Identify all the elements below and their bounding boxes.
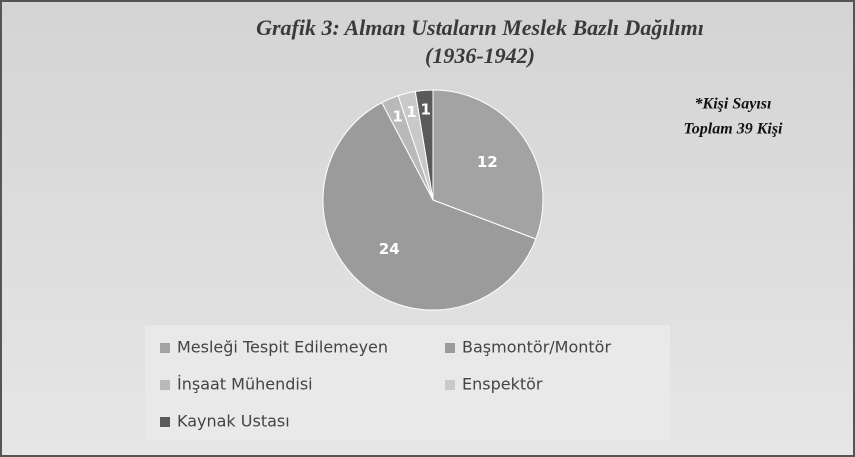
legend-swatch xyxy=(445,380,455,390)
data-label: 24 xyxy=(379,240,400,258)
legend-label: Başmontör/Montör xyxy=(462,338,611,357)
chart-title: Grafik 3: Alman Ustaların Meslek Bazlı D… xyxy=(256,15,704,40)
annotation: Toplam 39 Kişi xyxy=(684,121,784,138)
legend-swatch xyxy=(445,343,455,353)
pie-slice xyxy=(432,89,544,240)
legend-label: Kaynak Ustası xyxy=(177,412,290,431)
legend-swatch xyxy=(160,380,170,390)
data-label: 1 xyxy=(392,108,402,126)
chart-subtitle: (1936-1942) xyxy=(425,43,535,68)
legend-label: Enspektör xyxy=(462,375,543,394)
legend-swatch xyxy=(160,343,170,353)
data-label: 12 xyxy=(477,153,498,171)
pie-slice xyxy=(322,101,537,311)
data-label: 1 xyxy=(421,101,431,119)
legend-box xyxy=(145,325,670,440)
data-label: 1 xyxy=(406,103,416,121)
pie-slice xyxy=(414,89,434,201)
annotation: *Kişi Sayısı xyxy=(695,96,772,113)
legend-label: Mesleği Tespit Edilemeyen xyxy=(177,338,388,357)
legend-label: İnşaat Mühendisi xyxy=(177,375,313,394)
legend-swatch xyxy=(160,417,170,427)
